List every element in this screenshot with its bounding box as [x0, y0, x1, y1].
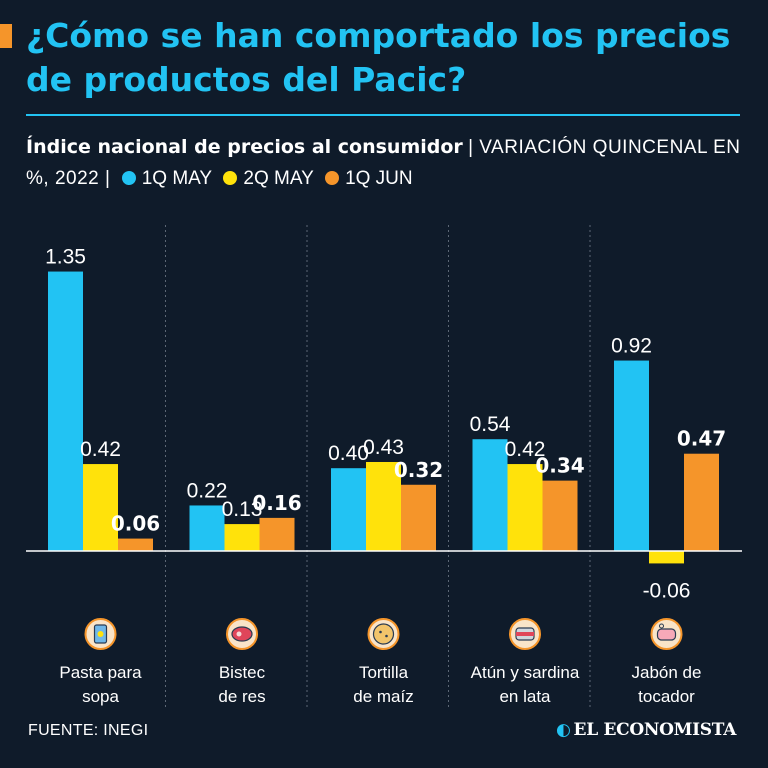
data-label: 1.35 — [45, 246, 86, 269]
bar — [507, 464, 543, 551]
data-label: 0.22 — [187, 479, 228, 502]
source-note: FUENTE: INEGI — [28, 722, 149, 739]
data-label: 0.13 — [222, 498, 263, 521]
tortilla-icon-disc — [372, 623, 395, 645]
chart-subtitle: Índice nacional de precios al consumidor… — [26, 132, 746, 194]
category-label: de res — [218, 687, 265, 706]
pasta-icon-shape — [97, 631, 104, 637]
legend-item-1q-jun: 1Q JUN — [325, 163, 413, 194]
brand-mark-icon: ◐ — [556, 720, 571, 740]
brand-logo: ◐ EL ECONOMISTA — [556, 720, 736, 740]
category-label: Bistec — [219, 663, 266, 682]
category-label: sopa — [82, 687, 119, 706]
category-label: tocador — [638, 687, 695, 706]
subtitle-strong: Índice nacional de precios al consumidor — [26, 136, 463, 158]
data-label: 0.06 — [111, 512, 160, 536]
category-label: Atún y sardina — [471, 663, 580, 682]
data-label: -0.06 — [643, 579, 691, 602]
soap-icon-bubble — [659, 623, 664, 629]
bar — [331, 468, 366, 551]
data-label: 0.42 — [505, 438, 546, 461]
data-label: 0.43 — [363, 436, 404, 459]
category-label: Jabón de — [632, 663, 702, 682]
data-label: 0.40 — [328, 442, 369, 465]
tortilla-icon-spot — [385, 634, 388, 638]
subtitle-unit: | VARIACIÓN QUINCENAL EN %, 2022 | — [26, 137, 741, 189]
legend: 1Q MAY 2Q MAY 1Q JUN — [116, 168, 413, 189]
legend-item-2q-may: 2Q MAY — [223, 163, 314, 194]
legend-item-1q-may: 1Q MAY — [121, 163, 213, 194]
canned-fish-icon-band — [516, 632, 534, 636]
bar — [83, 464, 118, 551]
category-label: de maíz — [353, 687, 413, 706]
category-label: en lata — [499, 687, 551, 706]
chart-title: ¿Cómo se han comportado los precios de p… — [26, 16, 731, 99]
bar — [649, 551, 684, 564]
legend-label-1q-jun: 1Q JUN — [345, 168, 413, 189]
soap-icon-bar — [656, 628, 677, 641]
category-label: Tortilla — [359, 663, 409, 682]
data-label: 0.47 — [677, 427, 726, 451]
brand-name: EL ECONOMISTA — [573, 720, 737, 740]
data-label: 0.54 — [470, 413, 511, 436]
steak-icon-bone — [236, 631, 242, 637]
data-label: 0.34 — [535, 454, 584, 478]
title-divider — [26, 114, 740, 116]
legend-label-1q-may: 1Q MAY — [141, 168, 213, 189]
data-label: 0.92 — [611, 335, 652, 358]
legend-swatch-2q-may — [223, 171, 238, 185]
steak-icon-meat — [231, 626, 253, 642]
bar — [684, 453, 719, 551]
data-label: 0.32 — [394, 458, 443, 482]
bar — [118, 538, 153, 551]
bar — [366, 461, 401, 551]
category-label: Pasta para — [59, 663, 142, 682]
bar — [401, 484, 436, 551]
legend-swatch-1q-jun — [325, 171, 340, 185]
accent-bar — [0, 24, 12, 48]
bar — [472, 439, 508, 551]
legend-swatch-1q-may — [121, 171, 136, 185]
tortilla-icon-spot — [379, 630, 382, 634]
bar — [189, 505, 225, 551]
bar — [542, 480, 578, 551]
data-label: 0.42 — [80, 438, 121, 461]
bar — [48, 271, 83, 551]
legend-label-2q-may: 2Q MAY — [243, 168, 314, 189]
bar — [224, 524, 260, 551]
data-label: 0.16 — [252, 491, 301, 515]
bar — [614, 360, 649, 551]
bar — [259, 517, 295, 551]
